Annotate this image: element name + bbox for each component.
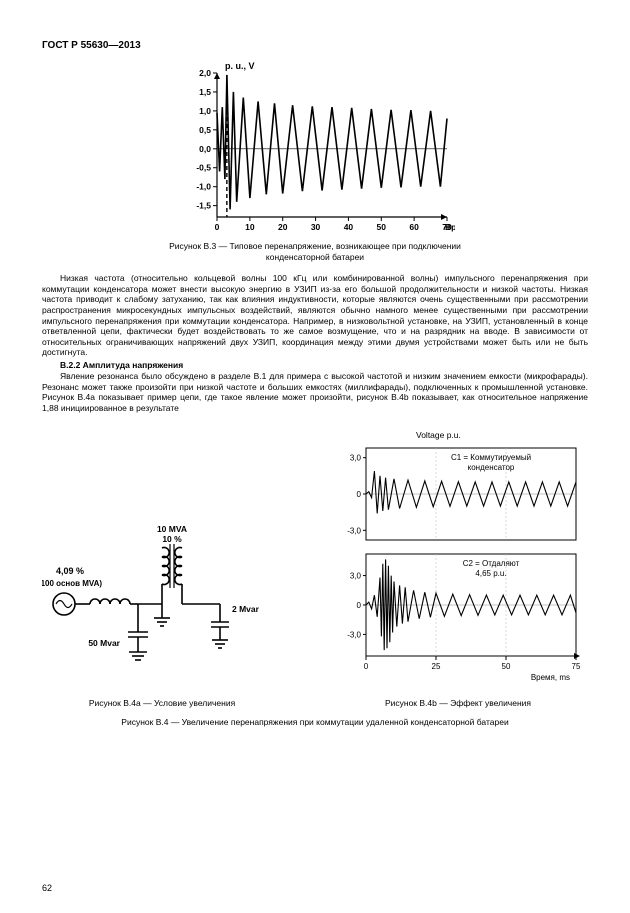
document-header: ГОСТ Р 55630—2013 xyxy=(42,40,588,51)
figure-b4a: 4,09 % (100 основ MVA) 50 Mvar 10 MVA10 % 2 … xyxy=(42,494,282,709)
svg-text:Время, ms: Время, ms xyxy=(531,673,570,682)
svg-text:1,5: 1,5 xyxy=(199,87,211,97)
figure-b4-caption: Рисунок В.4 — Увеличение перенапряжения … xyxy=(42,717,588,728)
svg-text:50: 50 xyxy=(377,222,387,232)
svg-text:2 Mvar: 2 Mvar xyxy=(232,604,260,614)
svg-text:0,5: 0,5 xyxy=(199,125,211,135)
figure-b4-row: 4,09 % (100 основ MVA) 50 Mvar 10 MVA10 % 2 … xyxy=(42,424,588,709)
svg-text:0,0: 0,0 xyxy=(199,144,211,154)
svg-text:0: 0 xyxy=(357,601,362,610)
svg-text:0: 0 xyxy=(357,490,362,499)
svg-text:1,0: 1,0 xyxy=(199,106,211,116)
figure-b4b: -3,0 0 3,0 C1 = Коммутируемыйконденсатор -3,… xyxy=(328,424,588,709)
paragraph: Низкая частота (относительно кольцевой в… xyxy=(42,273,588,358)
svg-text:Время, ms: Время, ms xyxy=(445,222,455,232)
paragraph: Явление резонанса было обсуждено в разде… xyxy=(42,371,588,414)
figure-b3-caption: Рисунок В.3 — Типовое перенапряжение, во… xyxy=(169,241,461,263)
svg-text:(100 основ MVA): (100 основ MVA) xyxy=(42,579,102,588)
svg-text:-3,0: -3,0 xyxy=(347,526,361,535)
section-title: В.2.2 Амплитуда напряжения xyxy=(42,360,588,370)
svg-text:30: 30 xyxy=(311,222,321,232)
svg-text:-1,0: -1,0 xyxy=(196,182,211,192)
svg-text:0: 0 xyxy=(215,222,220,232)
svg-text:C2 = Отдаляют: C2 = Отдаляют xyxy=(463,559,520,568)
figure-b4a-caption: Рисунок В.4a — Условие увеличения xyxy=(89,698,235,709)
svg-text:-1,5: -1,5 xyxy=(196,201,211,211)
svg-text:10 %: 10 % xyxy=(162,534,182,544)
svg-text:конденсатор: конденсатор xyxy=(468,463,515,472)
svg-text:20: 20 xyxy=(278,222,288,232)
svg-text:75: 75 xyxy=(572,662,581,671)
figure-b3: -1,5 -1,0 -0,5 0,0 0,5 1,0 1,5 2,0 0 10 20 30 40 50 60… xyxy=(42,59,588,263)
figure-b4b-caption: Рисунок В.4b — Эффект увеличения xyxy=(385,698,531,709)
svg-text:Voltage p.u.: Voltage p.u. xyxy=(416,430,461,440)
page-number: 62 xyxy=(42,883,52,893)
circuit-b4a: 4,09 % (100 основ MVA) 50 Mvar 10 MVA10 % 2 … xyxy=(42,494,282,694)
svg-text:-0,5: -0,5 xyxy=(196,163,211,173)
svg-text:4,09 %: 4,09 % xyxy=(56,566,84,576)
svg-text:25: 25 xyxy=(432,662,441,671)
chart-b3: -1,5 -1,0 -0,5 0,0 0,5 1,0 1,5 2,0 0 10 20 30 40 50 60… xyxy=(175,59,455,237)
svg-text:10 MVA: 10 MVA xyxy=(157,524,187,534)
svg-text:50 Mvar: 50 Mvar xyxy=(88,638,120,648)
svg-text:3,0: 3,0 xyxy=(350,453,362,462)
svg-text:50: 50 xyxy=(502,662,511,671)
caption-line: Рисунок В.3 — Типовое перенапряжение, во… xyxy=(169,241,461,251)
caption-line: конденсаторной батареи xyxy=(266,252,364,262)
chart-b4b: -3,0 0 3,0 C1 = Коммутируемыйконденсатор -3,… xyxy=(328,424,588,694)
svg-text:10: 10 xyxy=(245,222,255,232)
svg-text:3,0: 3,0 xyxy=(350,571,362,580)
svg-text:4,65 p.u.: 4,65 p.u. xyxy=(475,569,506,578)
svg-text:2,0: 2,0 xyxy=(199,68,211,78)
svg-text:p. u., V: p. u., V xyxy=(225,61,255,71)
svg-text:60: 60 xyxy=(409,222,419,232)
svg-text:C1 = Коммутируемый: C1 = Коммутируемый xyxy=(451,453,531,462)
svg-text:-3,0: -3,0 xyxy=(347,630,361,639)
svg-text:0: 0 xyxy=(364,662,369,671)
svg-text:40: 40 xyxy=(344,222,354,232)
